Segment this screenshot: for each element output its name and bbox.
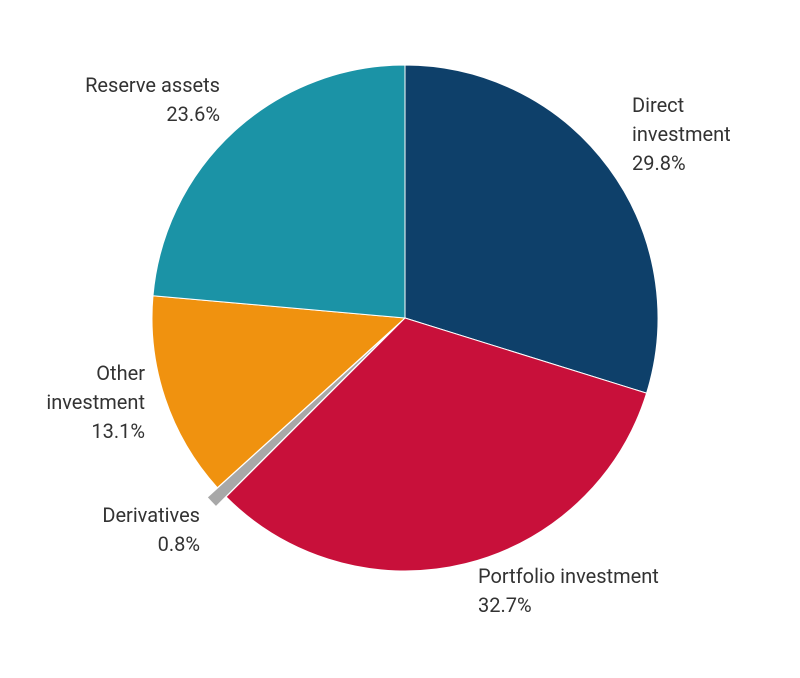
value-label: 32.7% (478, 593, 532, 617)
pie-slice (404, 64, 659, 394)
pie-slice (151, 295, 407, 489)
slice-label: Other investment (46, 361, 145, 414)
slice-label: Reserve assets (85, 73, 220, 97)
pie-slice (206, 327, 396, 508)
pie-slice (225, 317, 648, 572)
pie-slice (152, 64, 406, 319)
value-label: 13.1% (91, 419, 145, 443)
value-label: 0.8% (158, 532, 200, 556)
slice-label: Direct investment (632, 93, 731, 146)
value-label: 23.6% (166, 102, 220, 126)
value-label: 29.8% (632, 151, 686, 175)
slice-label: Derivatives (102, 503, 200, 527)
slice-label: Portfolio investment (478, 564, 659, 588)
